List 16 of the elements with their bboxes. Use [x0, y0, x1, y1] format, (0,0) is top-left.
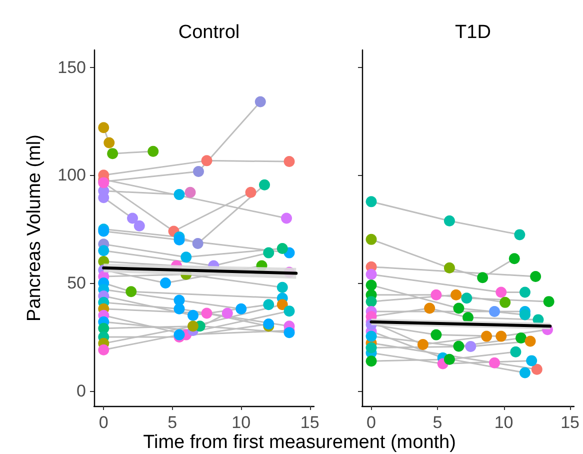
chart-title: Control	[178, 22, 240, 43]
x-tick-label: 0	[98, 413, 108, 432]
chart-title: T1D	[455, 22, 491, 43]
x-tick-label: 0	[366, 413, 376, 432]
x-tick-label: 15	[560, 413, 580, 432]
y-tick-label: 0	[76, 381, 86, 400]
x-tick-label: 5	[168, 413, 178, 432]
y-axis-title: Pancreas Volume (ml)	[24, 134, 45, 322]
y-tick-label: 150	[58, 58, 86, 77]
x-tick-label: 10	[232, 413, 251, 432]
y-tick-label: 100	[58, 166, 86, 185]
x-tick-label: 5	[432, 413, 442, 432]
x-axis-title: Time from first measurement (month)	[143, 432, 456, 453]
y-tick-label: 50	[67, 274, 86, 293]
x-tick-label: 10	[494, 413, 514, 432]
x-tick-label: 15	[300, 413, 320, 432]
